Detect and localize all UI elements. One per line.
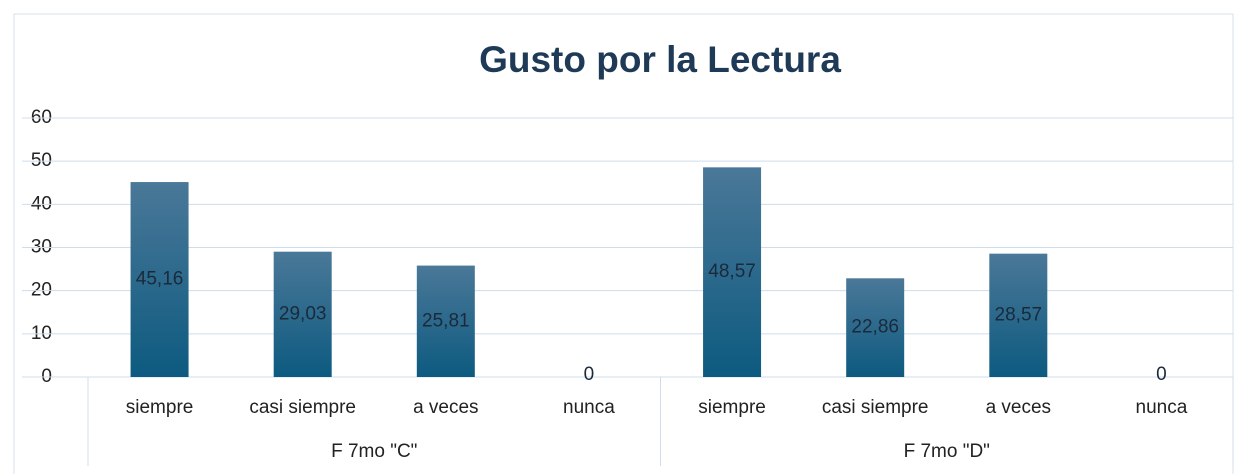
x-tick-label: casi siempre	[822, 397, 929, 418]
bar	[416, 265, 475, 377]
group-label: F 7mo "C"	[331, 441, 417, 462]
bar	[703, 167, 762, 377]
x-tick-label: nunca	[563, 397, 615, 418]
data-label: 0	[1156, 364, 1167, 385]
data-label: 28,57	[995, 304, 1043, 325]
chart-border	[13, 13, 1234, 474]
data-label: 22,86	[851, 317, 899, 338]
data-label: 45,16	[136, 269, 184, 290]
data-label: 0	[584, 364, 595, 385]
bar	[130, 182, 189, 377]
x-tick-label: nunca	[1136, 397, 1188, 418]
x-tick-label: casi siempre	[249, 397, 356, 418]
bar	[273, 251, 332, 377]
x-tick-label: siempre	[698, 397, 766, 418]
chart-title: Gusto por la Lectura	[479, 39, 841, 80]
bar	[989, 253, 1048, 377]
group-label: F 7mo "D"	[904, 441, 990, 462]
x-tick-label: a veces	[413, 397, 478, 418]
data-label: 29,03	[279, 303, 327, 324]
x-tick-label: a veces	[986, 397, 1051, 418]
bar	[846, 278, 905, 377]
x-tick-label: siempre	[126, 397, 194, 418]
data-label: 48,57	[708, 261, 756, 282]
data-label: 25,81	[422, 310, 470, 331]
